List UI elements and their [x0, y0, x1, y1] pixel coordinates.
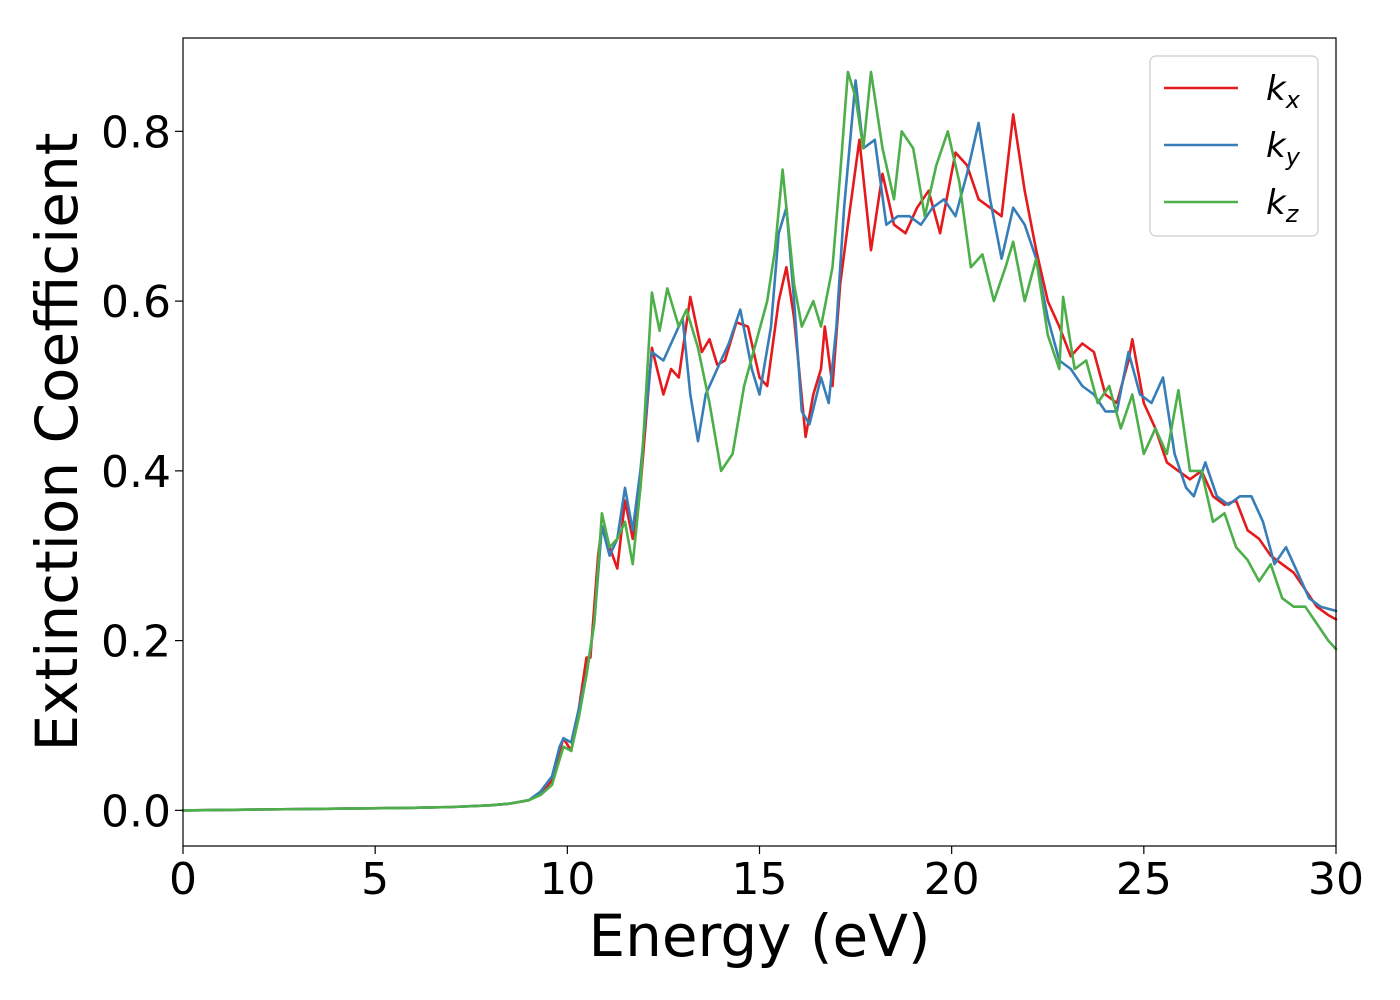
x-tick-label: 20 — [924, 854, 980, 905]
legend-label-z: kz — [1266, 183, 1300, 228]
y-axis-ticks: 0.0 0.2 0.4 0.6 0.8 — [101, 107, 183, 837]
y-tick-label: 0.8 — [101, 107, 171, 158]
series-line-z — [181, 70, 1338, 812]
x-tick-label: 30 — [1308, 854, 1364, 905]
x-axis-ticks: 0 5 10 15 20 25 30 — [169, 846, 1364, 905]
series-layer — [181, 70, 1338, 812]
y-axis-label: Extinction Coefficient — [23, 133, 91, 752]
y-tick-label: 0.6 — [101, 277, 171, 328]
x-tick-label: 10 — [539, 854, 595, 905]
y-tick-label: 0.0 — [101, 786, 171, 837]
legend-label-y: ky — [1266, 126, 1301, 171]
y-tick-label: 0.2 — [101, 617, 171, 668]
x-tick-label: 25 — [1116, 854, 1172, 905]
x-tick-label: 15 — [732, 854, 788, 905]
x-axis-label: Energy (eV) — [588, 902, 930, 970]
x-tick-label: 0 — [169, 854, 197, 905]
x-tick-label: 5 — [361, 854, 389, 905]
legend-label-x: kx — [1266, 69, 1301, 114]
legend: kx ky kz — [1149, 55, 1319, 237]
y-tick-label: 0.4 — [101, 447, 171, 498]
